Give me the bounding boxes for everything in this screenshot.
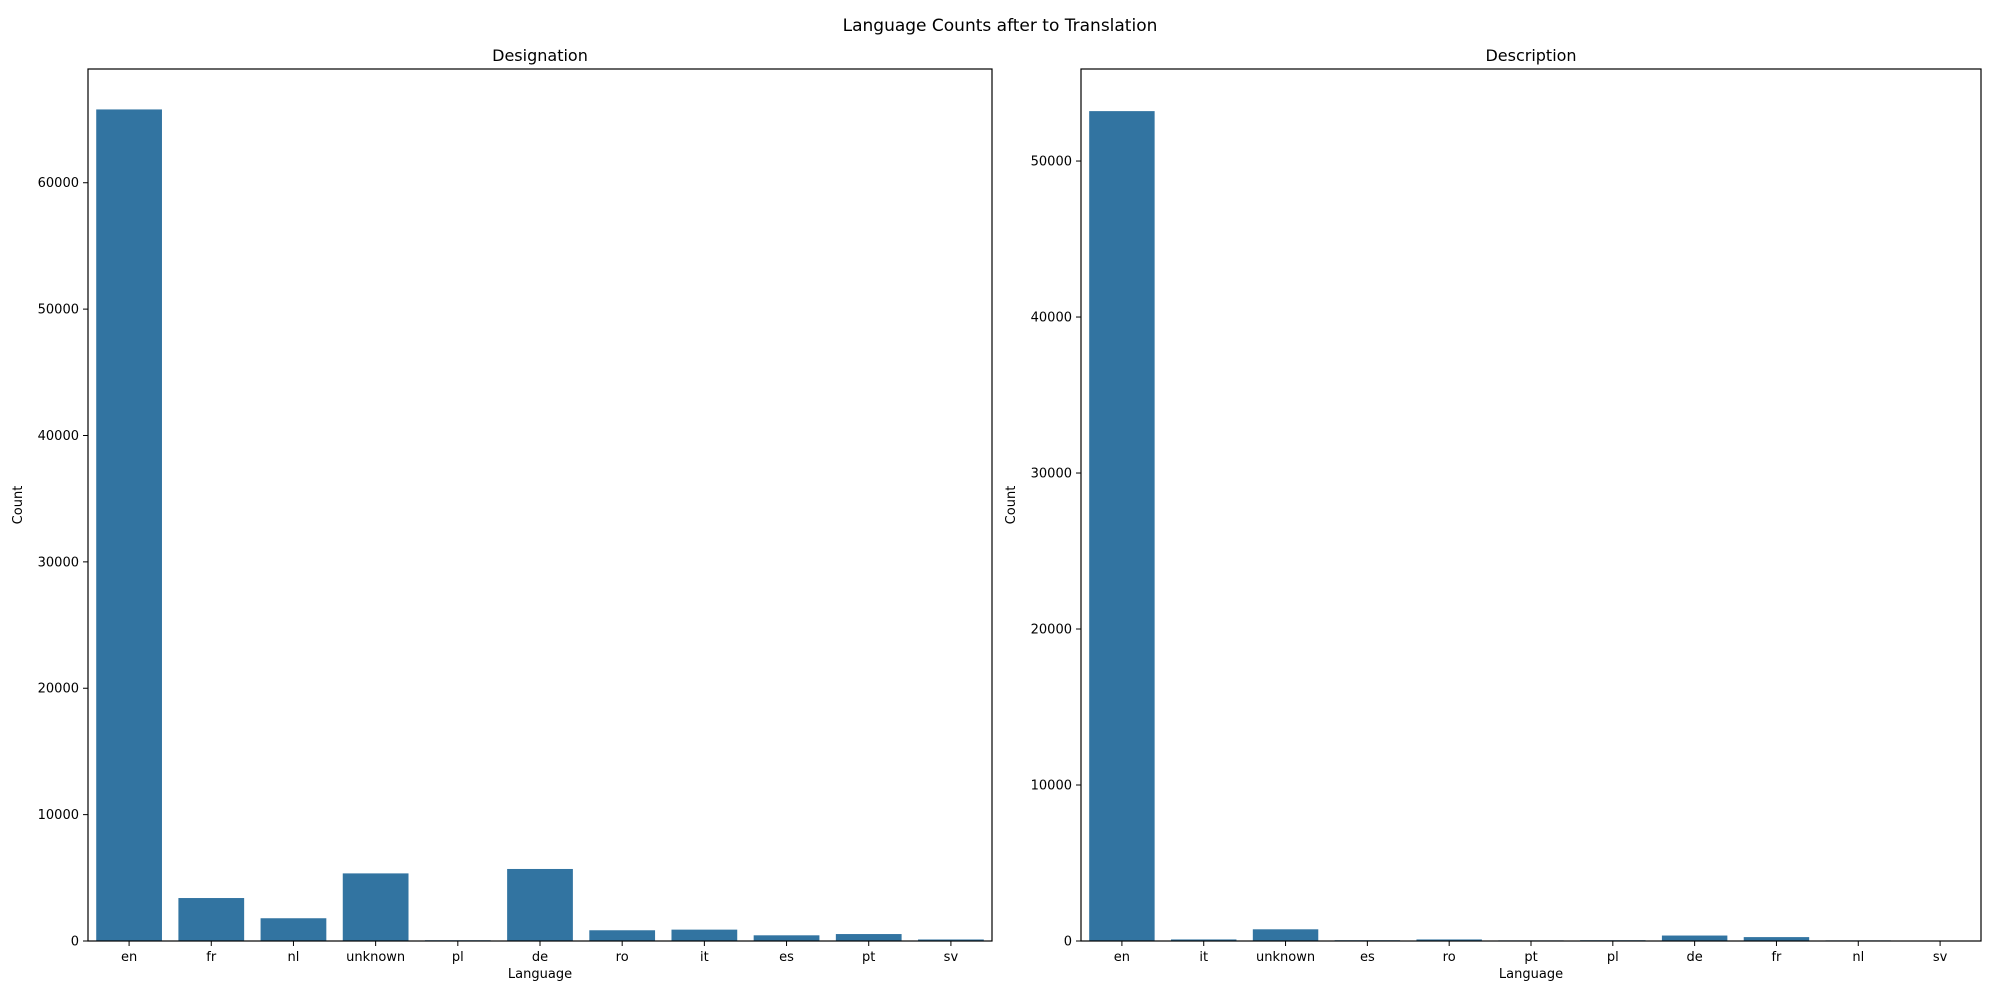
panel-1-x-tick-label: pl — [452, 950, 464, 965]
panel-1-x-tick-label: fr — [206, 950, 217, 965]
figure-title: Language Counts after to Translation — [842, 16, 1158, 36]
panel-1-bar-nl — [260, 918, 327, 941]
panel-2-x-tick-label: it — [1199, 950, 1208, 965]
panel-1-x-tick-label: it — [700, 950, 709, 965]
panel-1-x-tick-label: sv — [944, 950, 959, 965]
panel-1-y-tick-label: 30000 — [38, 555, 79, 570]
panel-2-x-tick-label: en — [1114, 950, 1130, 965]
panel-1-bar-ro — [589, 930, 656, 941]
panel-1-x-tick-label: nl — [288, 950, 300, 965]
panel-2-x-axis-label: Language — [1499, 967, 1563, 982]
panel-2-bar-en — [1089, 111, 1155, 942]
panel-2-bar-unknown — [1252, 929, 1319, 941]
panel-1-y-tick-label: 10000 — [38, 808, 79, 823]
panel-1-x-tick-label: unknown — [346, 950, 405, 965]
panel-2-y-tick-label: 50000 — [1031, 155, 1072, 170]
panel-2-y-tick-label: 30000 — [1031, 467, 1072, 482]
panel-2-bar-ro — [1416, 939, 1482, 941]
panel-1-x-tick-label: ro — [616, 950, 629, 965]
panel-2-axes-frame — [1080, 68, 1982, 942]
panel-2-x-tick-label: sv — [1933, 950, 1948, 965]
panel-1-bar-fr — [178, 898, 245, 941]
panel-2-x-tick-label: pt — [1524, 950, 1537, 965]
panel-1-y-tick-label: 20000 — [38, 682, 79, 697]
panel-1-x-tick-label: es — [779, 950, 794, 965]
panel-2-y-axis-label: Count — [1004, 486, 1019, 525]
panel-2-title: Description — [1485, 46, 1576, 65]
panel-2-x-tick-label: es — [1360, 950, 1375, 965]
panel-1-y-tick-label: 0 — [71, 935, 79, 950]
panel-2-y-tick-label: 0 — [1064, 935, 1072, 950]
panel-2-bar-fr — [1743, 937, 1810, 941]
panel-2-x-tick-label: ro — [1443, 950, 1456, 965]
panel-1-bar-de — [507, 868, 573, 941]
panel-2-y-tick-label: 20000 — [1031, 623, 1072, 638]
panel-1-x-axis-label: Language — [508, 967, 572, 982]
panel-1-bar-it — [671, 929, 738, 941]
panel-2-bar-it — [1171, 939, 1237, 941]
panel-1-y-axis-label: Count — [11, 486, 26, 525]
panel-2-x-tick-label: unknown — [1256, 950, 1315, 965]
panel-1-x-tick-label: de — [532, 950, 548, 965]
panel-1-y-tick-label: 60000 — [38, 176, 79, 191]
panel-2-y-tick-label: 40000 — [1031, 311, 1072, 326]
panel-2-x-tick-label: de — [1687, 950, 1703, 965]
panel-1-bar-es — [753, 935, 820, 941]
panel-2-x-tick-label: pl — [1607, 950, 1619, 965]
panel-1-x-tick-label: en — [121, 950, 137, 965]
panel-2-x-tick-label: nl — [1852, 950, 1864, 965]
panel-1-y-tick-label: 50000 — [38, 303, 79, 318]
panel-2-x-tick-label: fr — [1771, 950, 1782, 965]
panel-1-title: Designation — [492, 46, 588, 65]
panel-1-bar-pt — [835, 934, 902, 941]
panel-1-bar-sv — [918, 939, 984, 941]
panel-1-bar-unknown — [342, 873, 409, 941]
panel-2-bar-de — [1661, 935, 1728, 941]
panel-1-y-tick-label: 40000 — [38, 429, 79, 444]
panel-1-x-tick-label: pt — [862, 950, 875, 965]
panel-1-axes-frame — [87, 68, 993, 942]
panel-2-y-tick-label: 10000 — [1031, 779, 1072, 794]
panel-1-bar-en — [96, 109, 162, 941]
